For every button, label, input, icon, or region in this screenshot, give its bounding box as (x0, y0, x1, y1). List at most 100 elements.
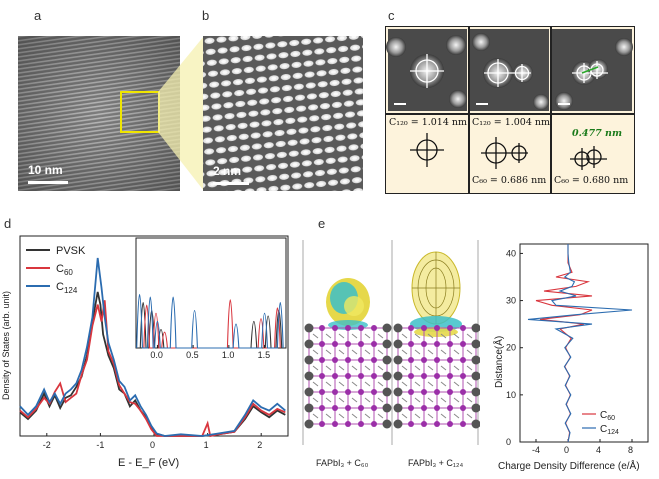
inset-xtick-label: 0.5 (186, 350, 199, 360)
cdd-ytick-label: 10 (506, 390, 516, 400)
lattice-atom (471, 419, 480, 429)
lattice-atom (421, 341, 427, 347)
lattice-atom (471, 371, 480, 381)
dos-xtick-label: 1 (204, 440, 209, 450)
lattice-atom (371, 341, 377, 347)
lattice-atom (460, 373, 466, 379)
lattice-atom (382, 323, 392, 333)
c-hdivider (386, 113, 634, 115)
panel-c-letter: c (388, 8, 395, 23)
cdd-ytick-label: 30 (506, 296, 516, 306)
lattice-atom (471, 355, 480, 365)
c-label-gap: 0.477 nm (572, 128, 623, 139)
c-label-c60-2: C₆₀ = 0.680 nm (554, 175, 629, 186)
lattice-atom (434, 325, 440, 331)
lattice-atom (332, 325, 338, 331)
lattice-atom (421, 357, 427, 363)
panel-d-letter: d (4, 216, 12, 231)
lattice-atom (319, 357, 325, 363)
cdd-line-0 (535, 244, 593, 443)
lattice-atom (393, 355, 403, 365)
cdd-legend-label-c60: C60 (600, 410, 615, 422)
lattice-atom (332, 373, 338, 379)
lattice-atom (408, 341, 414, 347)
lattice-atom (319, 341, 325, 347)
lattice-atom (371, 325, 377, 331)
lattice-atom (434, 341, 440, 347)
lattice-atom (345, 325, 351, 331)
stm-images (386, 29, 633, 111)
lattice-atom (358, 389, 364, 395)
lattice-atom (319, 405, 325, 411)
structure-models (302, 240, 480, 445)
lattice-atom (345, 357, 351, 363)
dos-xtick-label: 2 (257, 440, 262, 450)
inset-xtick-label: 1.0 (222, 350, 235, 360)
lattice-atom (358, 373, 364, 379)
lattice-atom (434, 357, 440, 363)
lattice-atom (434, 405, 440, 411)
lattice-atom (345, 421, 351, 427)
lattice-atom (393, 323, 403, 333)
lattice-atom (345, 373, 351, 379)
lattice-atom (408, 325, 414, 331)
c-divider-2 (550, 27, 552, 193)
lattice-atom (371, 389, 377, 395)
lattice-atom (447, 341, 453, 347)
cdd-xtick-label: 4 (596, 445, 601, 455)
lattice-atom (447, 373, 453, 379)
lattice-atom (447, 325, 453, 331)
lattice-atom (421, 325, 427, 331)
lattice-atom (304, 355, 314, 365)
c-label-c120-2: C₁₂₀ = 1.004 nm (472, 117, 551, 128)
inset-xtick-label: 0.0 (150, 350, 163, 360)
lattice-atom (393, 387, 403, 397)
lattice-atom (319, 421, 325, 427)
lattice-atom (408, 405, 414, 411)
cdd-xtick-label: -4 (532, 445, 540, 455)
lattice-atom (434, 389, 440, 395)
lattice-atom (358, 421, 364, 427)
legend-label-pvsk: PVSK (56, 245, 86, 257)
dos-xlabel: E - E_F (eV) (118, 457, 179, 469)
lattice-atom (345, 341, 351, 347)
lattice-atom (421, 389, 427, 395)
lattice-atom (358, 405, 364, 411)
panel-c-frame: C₁₂₀ = 1.014 nm C₁₂₀ = 1.004 nm C₆₀ = 0.… (385, 26, 635, 194)
lattice-atom (393, 371, 403, 381)
c-divider-1 (468, 27, 470, 193)
cdd-chart: Distance(Å) Charge Density Difference (e… (492, 243, 649, 472)
lattice-atom (345, 405, 351, 411)
lattice-atom (345, 389, 351, 395)
panel-a-letter: a (34, 8, 42, 23)
lattice-atom (460, 357, 466, 363)
scale-bar-a (28, 181, 68, 184)
tem-image-b: 2 nm (203, 36, 363, 191)
lattice-atom (382, 403, 392, 413)
dos-legend: PVSK C60 C124 (26, 245, 86, 295)
lattice-atom (371, 373, 377, 379)
tem-image-a: 10 nm (18, 36, 180, 191)
lattice-atom (319, 373, 325, 379)
dos-ylabel: Density of States (arb. unit) (1, 291, 11, 400)
lattice-atom (304, 387, 314, 397)
lattice-atom (358, 341, 364, 347)
lattice-atom (460, 389, 466, 395)
lattice-atom (460, 421, 466, 427)
lattice-atom (421, 405, 427, 411)
legend-label-c124: C124 (56, 281, 78, 295)
inset-xtick-label: 1.5 (258, 350, 271, 360)
cdd-frame (519, 243, 649, 443)
cdd-legend-label-c124: C124 (600, 424, 619, 436)
lattice-atom (460, 405, 466, 411)
zoom-wedge (158, 36, 204, 191)
dos-line-2 (19, 257, 286, 437)
scale-label-a: 10 nm (28, 163, 63, 177)
panel-e-letter: e (318, 216, 326, 231)
cdd-xlabel: Charge Density Difference (e/Å) (498, 459, 640, 472)
lattice-atom (447, 421, 453, 427)
lattice-atom (332, 405, 338, 411)
lattice-atom (304, 339, 314, 349)
lattice-atom (460, 341, 466, 347)
lattice-atom (371, 405, 377, 411)
